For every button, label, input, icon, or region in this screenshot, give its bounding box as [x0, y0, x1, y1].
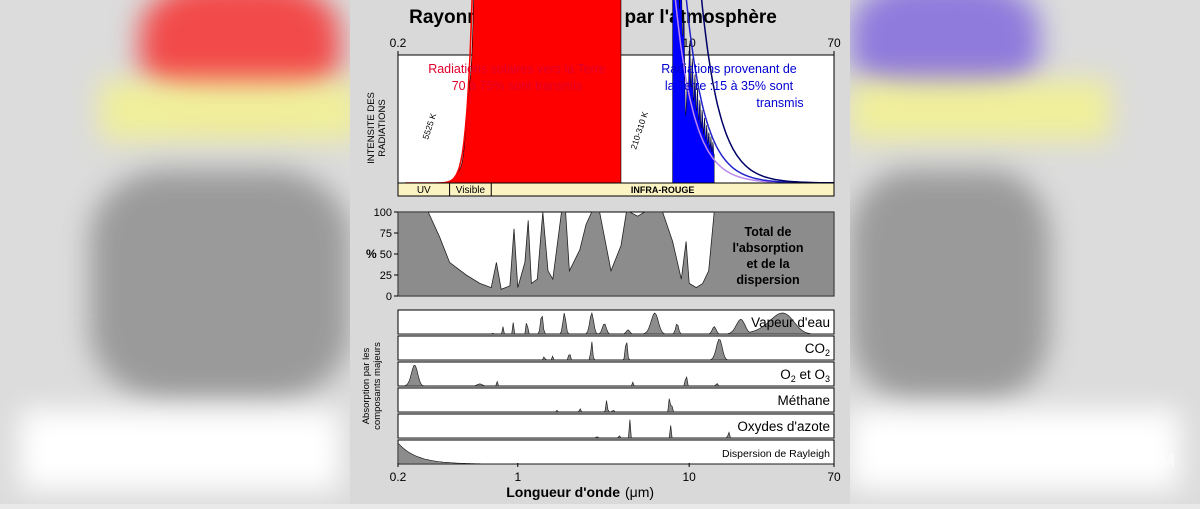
component-label-text: Vapeur d'eau — [751, 315, 830, 330]
earth-note-line-2: la Terre :15 à 35% sont — [665, 79, 794, 93]
band-bar-background — [397, 182, 835, 197]
component-row-frame — [397, 439, 835, 465]
x-axis-label: Longueur d'onde — [506, 484, 620, 500]
absorption-ytick-label: 0 — [386, 291, 392, 303]
radiation-ylabel-1: INTENSITE DES — [366, 92, 377, 164]
component-label: O2 et O3 — [780, 367, 830, 384]
component-label-subscript: 2 — [791, 374, 796, 384]
spectrum-band-bar: UV Visible INFRA-ROUGE — [397, 182, 835, 197]
blurred-background-left — [0, 0, 350, 504]
component-absorption-area — [397, 442, 834, 465]
absorption-area — [397, 211, 835, 297]
component-absorption-area — [398, 338, 834, 361]
component-label: Dispersion de Rayleigh — [722, 448, 830, 460]
component-label: CO2 — [805, 341, 830, 358]
solar-blackbody-curve — [405, 0, 473, 184]
component-row: O2 et O3 — [397, 361, 835, 387]
earth-blackbody-curve — [700, 0, 834, 184]
absorption-ytick-label: 50 — [380, 249, 392, 261]
absorption-ylabel: % — [366, 247, 377, 261]
component-label-text: CO — [805, 341, 825, 356]
component-row: CO2 — [397, 335, 835, 361]
absorption-ytick-label: 100 — [374, 207, 392, 219]
earth-note-line-1: Radiations provenant de — [661, 62, 797, 76]
component-label-text: Dispersion de Rayleigh — [722, 448, 830, 460]
solar-note-line-2: 70 à 75% sont transmis — [452, 79, 583, 93]
radiation-panel: UV Visible INFRA-ROUGE INTENSITE DES RADIA… — [366, 0, 835, 197]
absorption-label-line-1: Total de — [745, 225, 792, 239]
bottom-tick-label: 1 — [514, 470, 521, 484]
blurred-background-right — [850, 0, 1200, 504]
component-row: Dispersion de Rayleigh — [397, 439, 835, 465]
bottom-axis-ticks: 0.2 1 10 70 — [390, 463, 841, 484]
component-row-frame — [397, 335, 835, 361]
absorption-yaxis-ticks: 0 25 50 75 100 — [374, 207, 398, 303]
band-label: Visible — [456, 185, 486, 196]
component-absorption-area — [398, 364, 834, 387]
bottom-tick-label: 10 — [682, 470, 696, 484]
component-label: Vapeur d'eau — [751, 315, 830, 330]
earth-transmitted-area — [672, 0, 715, 184]
component-absorption-area — [398, 398, 834, 413]
component-label: Méthane — [777, 393, 830, 408]
component-absorption-area — [398, 311, 834, 335]
chart-svg: Rayonnement transmis par l'atmosphère 0.… — [361, 0, 841, 500]
components-ylabel-2: composants majeurs — [372, 342, 383, 430]
earth-note-line-3: transmis — [756, 96, 803, 110]
component-row: Oxydes d'azote — [397, 413, 835, 439]
components-ylabel-1: Absorption par les — [361, 347, 372, 424]
component-row-frame — [397, 361, 835, 387]
absorption-label-line-3: et de la — [746, 257, 790, 271]
absorption-ytick-label: 75 — [380, 228, 392, 240]
component-absorption-area — [398, 419, 834, 439]
component-label-text: O — [780, 367, 791, 382]
absorption-label-line-2: l'absorption — [732, 241, 803, 255]
bottom-tick-label: 70 — [827, 470, 841, 484]
radiation-ylabel-2: RADIATIONS — [377, 99, 388, 156]
top-tick-label: 10 — [682, 36, 696, 50]
watermark: STEADYHEALTH.COM — [957, 451, 1176, 472]
solar-note-line-1: Radiations solaires vers la Terre — [428, 62, 606, 76]
absorption-ytick-label: 25 — [380, 270, 392, 282]
component-label-subscript: 3 — [825, 374, 830, 384]
component-label-text: Oxydes d'azote — [737, 419, 830, 434]
component-label: Oxydes d'azote — [737, 419, 830, 434]
bottom-tick-label: 0.2 — [390, 470, 407, 484]
component-row: Méthane — [397, 387, 835, 413]
total-absorption-panel: 0 25 50 75 100 % Total de l'absorption et de… — [366, 207, 835, 303]
top-tick-label: 70 — [827, 36, 841, 50]
band-label: INFRA-ROUGE — [631, 185, 695, 195]
x-axis-unit: (μm) — [625, 484, 654, 500]
component-label-text: et O — [796, 367, 825, 382]
solar-transmitted-area — [428, 0, 622, 184]
chart-figure: Rayonnement transmis par l'atmosphère 0.… — [350, 0, 850, 504]
component-label-text: Méthane — [777, 393, 830, 408]
top-tick-label: 0.2 — [390, 36, 407, 50]
component-label-subscript: 2 — [825, 348, 830, 358]
component-row: Vapeur d'eau — [397, 309, 835, 335]
band-label: UV — [417, 185, 431, 196]
component-row-frame — [397, 387, 835, 413]
absorption-label-line-4: dispersion — [736, 273, 799, 287]
